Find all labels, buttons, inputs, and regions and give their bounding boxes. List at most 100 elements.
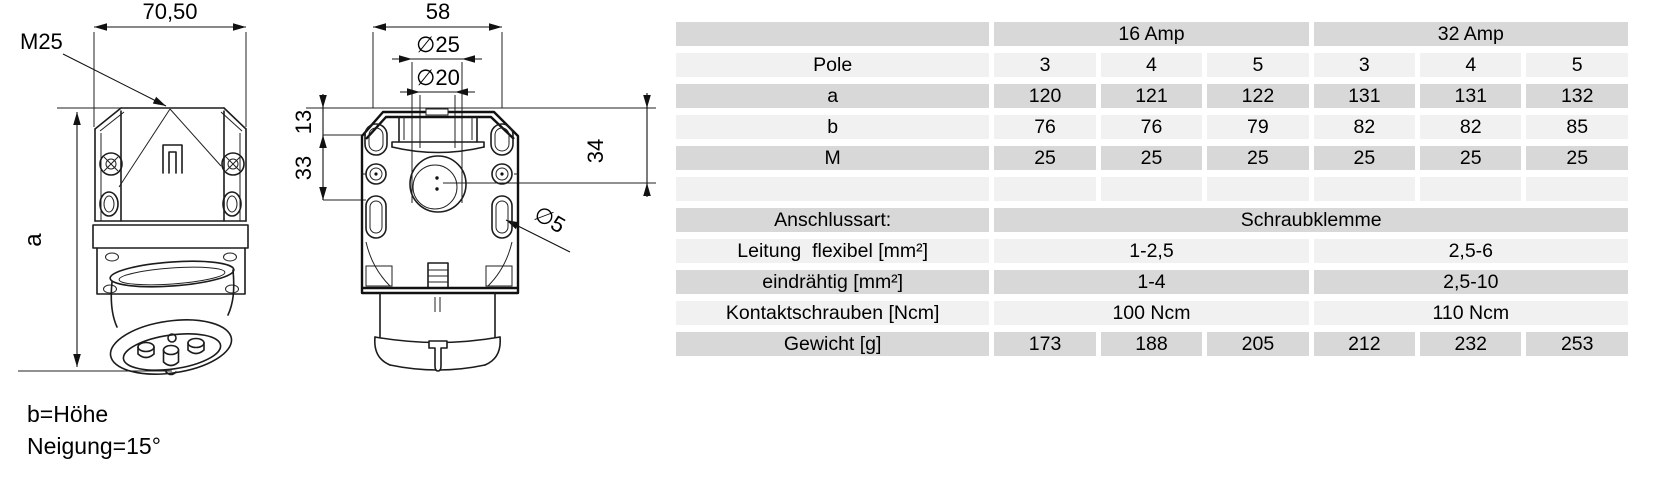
- dia-5-label: ∅5: [530, 201, 570, 238]
- gewicht-32a-4p: 232: [1420, 332, 1522, 356]
- empty-cell: [1207, 177, 1309, 201]
- table-row-pole: Pole 3 4 5 3 4 5: [676, 53, 1628, 77]
- a-32a-3p: 131: [1313, 84, 1416, 108]
- empty-cell: [676, 177, 990, 201]
- leitung-flexibel-32a: 2,5-6: [1313, 239, 1628, 263]
- m25-leader-arrow: [62, 53, 167, 107]
- dim-dia-25-label: ∅25: [416, 32, 460, 57]
- row-label-b: b: [676, 115, 990, 139]
- label-m25: M25: [20, 29, 167, 107]
- dim-33: 33: [291, 156, 366, 201]
- note-neigung: Neigung=15°: [27, 433, 161, 459]
- dim-width-58: 58: [372, 0, 503, 108]
- table-row-gewicht: Gewicht [g] 173 188 205 212 232 253: [676, 332, 1628, 356]
- empty-cell: [1420, 177, 1522, 201]
- row-label-kontaktschrauben: Kontaktschrauben [Ncm]: [676, 301, 990, 325]
- screw-right: [221, 152, 245, 176]
- row-label-gewicht: Gewicht [g]: [676, 332, 990, 356]
- pole-32a-4p: 4: [1420, 53, 1522, 77]
- kontaktschrauben-32a: 110 Ncm: [1313, 301, 1628, 325]
- b-32a-4p: 82: [1420, 115, 1522, 139]
- m-32a-5p: 25: [1526, 146, 1628, 170]
- note-b-hoehe: b=Höhe: [27, 401, 109, 427]
- cable-entry-right: [490, 123, 514, 156]
- b-32a-3p: 82: [1313, 115, 1416, 139]
- socket-cone: [109, 260, 235, 376]
- dim-34-label: 34: [583, 139, 608, 163]
- dim-13-label: 13: [291, 110, 316, 134]
- row-label-a: a: [676, 84, 990, 108]
- knockout-x-lines: [118, 108, 222, 188]
- side-view-body: [92, 107, 249, 376]
- kontaktschrauben-16a: 100 Ncm: [994, 301, 1309, 325]
- label-dia-5: ∅5: [505, 201, 571, 253]
- table-row-empty: [676, 177, 1628, 201]
- table-row-a: a 120 121 122 131 131 132: [676, 84, 1628, 108]
- eindraehtig-32a: 2,5-10: [1313, 270, 1628, 294]
- contact-pins: [137, 337, 205, 367]
- empty-cell: [1100, 177, 1203, 201]
- flange-band: [92, 224, 249, 249]
- leitung-flexibel-16a: 1-2,5: [994, 239, 1309, 263]
- dim-dia-20-label: ∅20: [416, 65, 460, 90]
- table-row-leitung-flexibel: Leitung flexibel [mm²] 1-2,5 2,5-6: [676, 239, 1628, 263]
- col-group-16amp: 16 Amp: [994, 22, 1309, 46]
- rail-slot-left: [99, 191, 119, 217]
- a-16a-5p: 122: [1207, 84, 1309, 108]
- drawing-notes: b=Höhe Neigung=15°: [27, 398, 161, 462]
- table-row-anschlussart: Anschlussart: Schraubklemme: [676, 208, 1628, 232]
- amp-header-spacer: [676, 22, 990, 46]
- empty-cell: [1526, 177, 1628, 201]
- b-16a-4p: 76: [1100, 115, 1203, 139]
- dim-width-58-label: 58: [426, 0, 450, 24]
- gewicht-16a-4p: 188: [1100, 332, 1203, 356]
- m-16a-3p: 25: [994, 146, 1096, 170]
- dim-13: 13: [291, 94, 366, 200]
- b-16a-3p: 76: [994, 115, 1096, 139]
- pole-32a-3p: 3: [1313, 53, 1416, 77]
- mounting-clip: [162, 144, 183, 174]
- bottom-cylinder: [373, 292, 502, 372]
- row-label-pole: Pole: [676, 53, 990, 77]
- rail-slot-right: [222, 191, 242, 217]
- dim-33-label: 33: [291, 156, 316, 180]
- screw-left: [99, 152, 123, 176]
- col-group-32amp: 32 Amp: [1313, 22, 1628, 46]
- flange-plate: [96, 247, 246, 295]
- pole-16a-3p: 3: [994, 53, 1096, 77]
- row-label-m: M: [676, 146, 990, 170]
- clip-ribs: [427, 262, 449, 289]
- table-row-eindraehtig: eindrähtig [mm²] 1-4 2,5-10: [676, 270, 1628, 294]
- gewicht-32a-5p: 253: [1526, 332, 1628, 356]
- gewicht-16a-3p: 173: [994, 332, 1096, 356]
- gewicht-32a-3p: 212: [1313, 332, 1416, 356]
- screw-head-right: [491, 163, 513, 185]
- cable-entry-left: [364, 123, 388, 156]
- dim-width-70-50: 70,50: [93, 0, 247, 127]
- a-32a-4p: 131: [1420, 84, 1522, 108]
- m-16a-4p: 25: [1100, 146, 1203, 170]
- table-row-kontaktschrauben: Kontaktschrauben [Ncm] 100 Ncm 110 Ncm: [676, 301, 1628, 325]
- dim-height-a: a: [18, 107, 172, 372]
- screw-head-left: [365, 163, 387, 185]
- row-label-leitung-flexibel: Leitung flexibel [mm²]: [676, 239, 990, 263]
- dim-height-a-label: a: [20, 233, 47, 247]
- top-notch: [425, 108, 449, 116]
- empty-cell: [1313, 177, 1416, 201]
- table-row-b: b 76 76 79 82 82 85: [676, 115, 1628, 139]
- front-view-body: [360, 108, 520, 372]
- dim-dia-20: ∅20: [400, 65, 475, 148]
- table-row-m: M 25 25 25 25 25 25: [676, 146, 1628, 170]
- b-32a-5p: 85: [1526, 115, 1628, 139]
- a-16a-3p: 120: [994, 84, 1096, 108]
- membrane-circle: [409, 155, 467, 213]
- empty-cell: [994, 177, 1096, 201]
- latch: [428, 340, 448, 372]
- pilot-contact: [167, 333, 177, 343]
- front-view: 58 ∅25 ∅20: [291, 0, 656, 372]
- mount-slot-left: [365, 195, 387, 239]
- side-view: 70,50 M25 a: [18, 0, 249, 376]
- row-label-anschlussart: Anschlussart:: [676, 208, 990, 232]
- a-32a-5p: 132: [1526, 84, 1628, 108]
